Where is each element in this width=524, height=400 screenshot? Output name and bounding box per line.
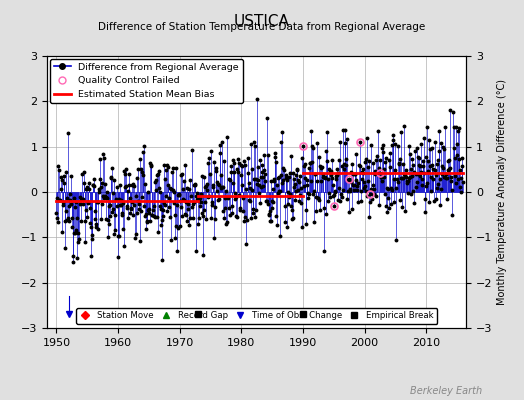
Text: USTICA: USTICA: [234, 14, 290, 29]
Text: Berkeley Earth: Berkeley Earth: [410, 386, 482, 396]
Legend: Station Move, Record Gap, Time of Obs. Change, Empirical Break: Station Move, Record Gap, Time of Obs. C…: [76, 308, 438, 324]
Text: Difference of Station Temperature Data from Regional Average: Difference of Station Temperature Data f…: [99, 22, 425, 32]
Y-axis label: Monthly Temperature Anomaly Difference (°C): Monthly Temperature Anomaly Difference (…: [497, 79, 507, 305]
